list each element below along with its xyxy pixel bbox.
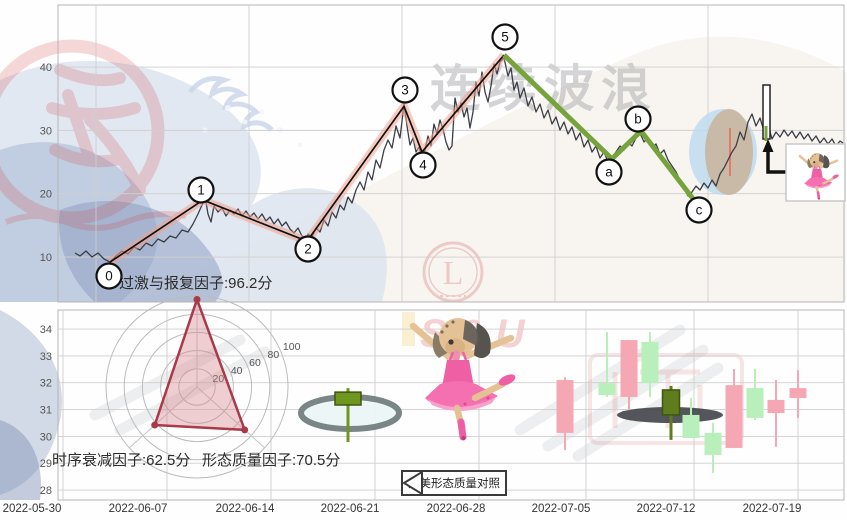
foreground-art [0, 0, 847, 520]
ballerina-figure-large [413, 318, 517, 440]
left-arrowhead-icon [403, 470, 423, 496]
factor-overshoot-label: 过激与报复因子:96.2分 [119, 276, 272, 293]
factor-quality-label: 形态质量因子:70.5分 [202, 453, 340, 470]
perfect-pattern-annotation: 完美形态质量对照 [403, 470, 507, 496]
factor-decay-label: 时序衰减因子:62.5分 [52, 453, 190, 470]
elliott-wave-chart: L S&U 连续波浪 10203040282930313233342022-05… [0, 0, 847, 520]
